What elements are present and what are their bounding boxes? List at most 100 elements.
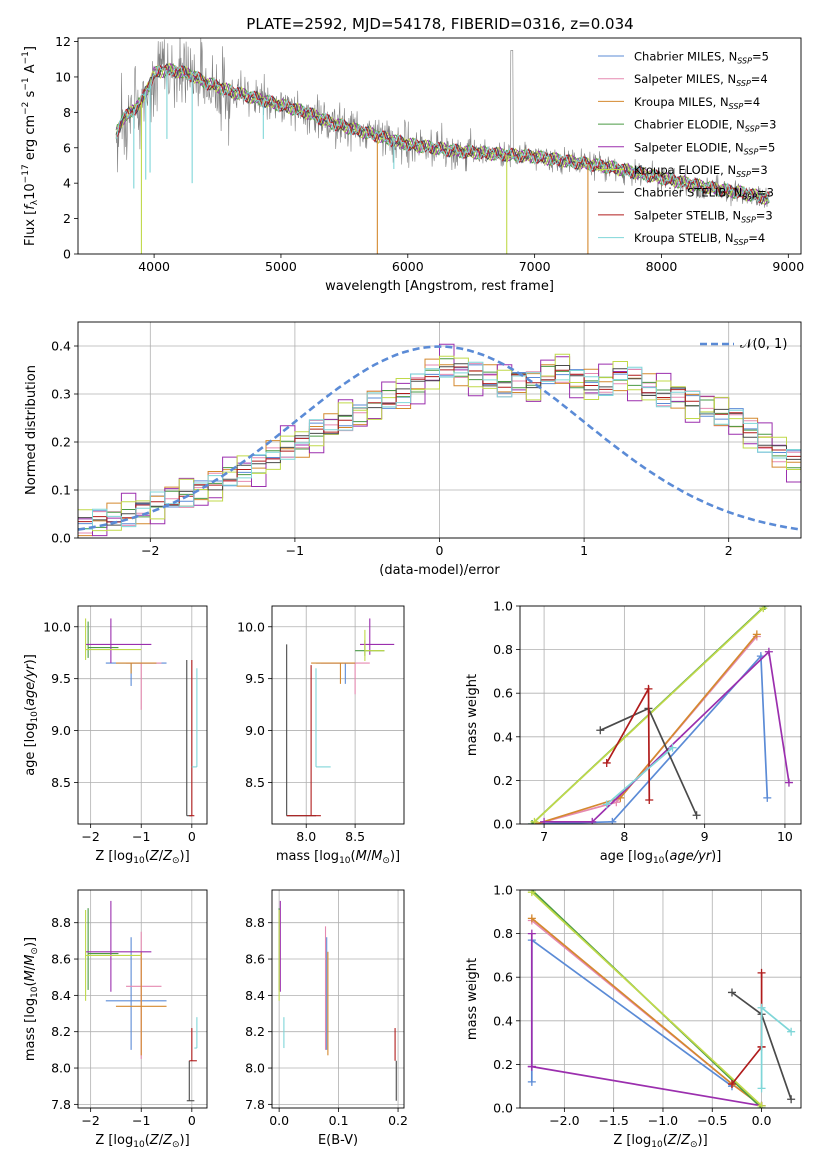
x-tick-label: 6000 bbox=[392, 259, 424, 274]
x-tick-label: 4000 bbox=[138, 259, 170, 274]
y-tick-label: 9.5 bbox=[245, 671, 265, 686]
legend-label: Chabrier ELODIE, NSSP=3 bbox=[634, 118, 776, 134]
legend-label: Chabrier STELIB, NSSP=3 bbox=[634, 186, 774, 202]
x-tick-label: −1 bbox=[132, 829, 150, 844]
y-tick-label: 0.4 bbox=[493, 1013, 513, 1028]
weight_vs_age-x-axis-label: age [log10(age/yr)] bbox=[600, 849, 722, 866]
y-tick-label: 0.2 bbox=[51, 435, 71, 450]
age_vs_mass-axes: 8.0 8.5 8.5 9.0 9.5 10.0 bbox=[237, 606, 404, 844]
x-tick-label: 0 bbox=[188, 829, 196, 844]
x-tick-label: −1.0 bbox=[648, 1113, 678, 1128]
y-tick-label: 10.0 bbox=[237, 619, 265, 634]
weight-marker-chabrier_stelib bbox=[596, 726, 605, 735]
y-tick-label: 8.2 bbox=[51, 1024, 71, 1039]
spectrum-axes: 4000 5000 6000 7000 8000 9000 0 2 4 6 8 10 12 bbox=[55, 34, 804, 274]
weight_vs_Z-frame bbox=[519, 889, 802, 1109]
weight-marker-kroupa_elodie bbox=[757, 1101, 766, 1108]
weight-marker-salpeter_elodie bbox=[540, 817, 549, 824]
age_vs_Z-y-axis-label: age [log10(age/yr)] bbox=[23, 654, 40, 776]
figure-title: PLATE=2592, MJD=54178, FIBERID=0316, z=0… bbox=[246, 15, 633, 33]
x-tick-label: 0 bbox=[188, 1113, 196, 1128]
weight-marker-chabrier_miles bbox=[608, 817, 617, 824]
weight-marker-salpeter_stelib bbox=[757, 968, 766, 977]
y-tick-label: 1.0 bbox=[493, 883, 513, 898]
x-tick-label: −1.5 bbox=[598, 1113, 628, 1128]
weight-marker-kroupa_miles bbox=[527, 914, 536, 923]
age_vs_mass-x-axis-label: mass [log10(M/M⊙)] bbox=[276, 849, 400, 866]
age_vs_Z-plot-area bbox=[85, 618, 198, 817]
weight-marker-kroupa_miles bbox=[752, 630, 761, 639]
y-tick-label: 8.0 bbox=[245, 1061, 265, 1076]
mass_vs_ebv-x-axis-label: E(B-V) bbox=[318, 1133, 358, 1148]
y-tick-label: 10.0 bbox=[43, 619, 71, 634]
y-tick-label: 0.0 bbox=[51, 531, 71, 546]
weight-marker-kroupa_elodie bbox=[759, 606, 768, 613]
weight-marker-salpeter_elodie bbox=[764, 647, 773, 656]
spectrum-y-axis-label: Flux [fλ10−17 erg cm−2 s−1 A−1] bbox=[21, 46, 40, 246]
weight-marker-salpeter_stelib bbox=[645, 796, 654, 805]
weight-marker-salpeter_stelib bbox=[727, 1080, 736, 1089]
weight-line-kroupa_stelib bbox=[606, 747, 674, 806]
mass_vs_Z-axes: −2 −1 0 7.8 8.0 8.2 8.4 8.6 8.8 bbox=[51, 890, 207, 1128]
weight-marker-kroupa_stelib bbox=[757, 1003, 766, 1012]
weight-marker-salpeter_stelib bbox=[602, 758, 611, 767]
y-tick-label: 8.8 bbox=[245, 915, 265, 930]
age_vs_mass-frame bbox=[271, 605, 405, 825]
weight-marker-salpeter_elodie bbox=[784, 778, 793, 787]
x-tick-label: −2 bbox=[141, 543, 159, 558]
y-tick-label: 2 bbox=[63, 211, 71, 226]
weight-marker-chabrier_miles bbox=[527, 1077, 536, 1086]
x-tick-label: 2 bbox=[725, 543, 733, 558]
y-tick-label: 9.5 bbox=[51, 671, 71, 686]
x-tick-label: 0.0 bbox=[752, 1113, 772, 1128]
y-tick-label: 0.0 bbox=[493, 1101, 513, 1116]
legend-label: Kroupa ELODIE, NSSP=3 bbox=[634, 163, 768, 179]
y-tick-label: 0.1 bbox=[51, 483, 71, 498]
y-tick-label: 0.0 bbox=[493, 817, 513, 832]
x-tick-label: −1 bbox=[286, 543, 304, 558]
spectrum-frame bbox=[77, 37, 802, 255]
x-tick-label: 7 bbox=[540, 829, 548, 844]
y-tick-label: 7.8 bbox=[245, 1097, 265, 1112]
weight_vs_age-frame bbox=[519, 605, 802, 825]
mass_vs_Z-frame bbox=[77, 889, 208, 1109]
age_vs_Z-axes: −2 −1 0 8.5 9.0 9.5 10.0 bbox=[43, 606, 207, 844]
x-tick-label: 5000 bbox=[265, 259, 297, 274]
x-tick-label: 0.2 bbox=[388, 1113, 408, 1128]
y-tick-label: 8.6 bbox=[245, 952, 265, 967]
weight-marker-kroupa_stelib bbox=[757, 1084, 766, 1093]
weight-marker-chabrier_stelib bbox=[787, 1095, 796, 1104]
x-tick-label: 9 bbox=[701, 829, 709, 844]
mass_vs_Z-x-axis-label: Z [log10(Z/Z⊙)] bbox=[95, 1133, 189, 1150]
x-tick-label: 8 bbox=[620, 829, 628, 844]
legend-normal-label: 𝒩(0, 1) bbox=[740, 337, 787, 352]
spectrum-legend: Chabrier MILES, NSSP=5 Salpeter MILES, NS… bbox=[598, 50, 776, 247]
weight-marker-salpeter_elodie bbox=[527, 929, 536, 938]
weight-marker-chabrier_miles bbox=[763, 793, 772, 802]
y-tick-label: 12 bbox=[55, 34, 71, 49]
x-tick-label: 9000 bbox=[772, 259, 804, 274]
normal-curve bbox=[78, 345, 801, 531]
y-tick-label: 0.6 bbox=[493, 970, 513, 985]
weight_vs_Z-x-axis-label: Z [log10(Z/Z⊙)] bbox=[613, 1133, 707, 1150]
legend-label: Salpeter MILES, NSSP=4 bbox=[634, 72, 768, 88]
y-tick-label: 0.2 bbox=[493, 773, 513, 788]
x-tick-label: 1 bbox=[580, 543, 588, 558]
y-tick-label: 7.8 bbox=[51, 1097, 71, 1112]
weight-line-chabrier_miles bbox=[531, 653, 769, 824]
x-tick-label: −2 bbox=[81, 829, 99, 844]
model-line-kroupa_stelib bbox=[115, 64, 770, 203]
y-tick-label: 0.8 bbox=[493, 642, 513, 657]
y-tick-label: 0.6 bbox=[493, 686, 513, 701]
weight-line-salpeter_elodie bbox=[544, 650, 790, 823]
x-tick-label: 0 bbox=[436, 543, 444, 558]
weight_vs_age-plot-area bbox=[528, 606, 793, 824]
mass_vs_ebv-axes: 0.0 0.1 0.2 7.8 8.0 8.2 8.4 8.6 8.8 bbox=[245, 890, 408, 1128]
x-tick-label: 0.0 bbox=[269, 1113, 289, 1128]
age_vs_Z-x-axis-label: Z [log10(Z/Z⊙)] bbox=[95, 849, 189, 866]
x-tick-label: −1 bbox=[132, 1113, 150, 1128]
y-tick-label: 0.4 bbox=[51, 339, 71, 354]
y-tick-label: 9.0 bbox=[51, 723, 71, 738]
y-tick-label: 8.5 bbox=[245, 775, 265, 790]
